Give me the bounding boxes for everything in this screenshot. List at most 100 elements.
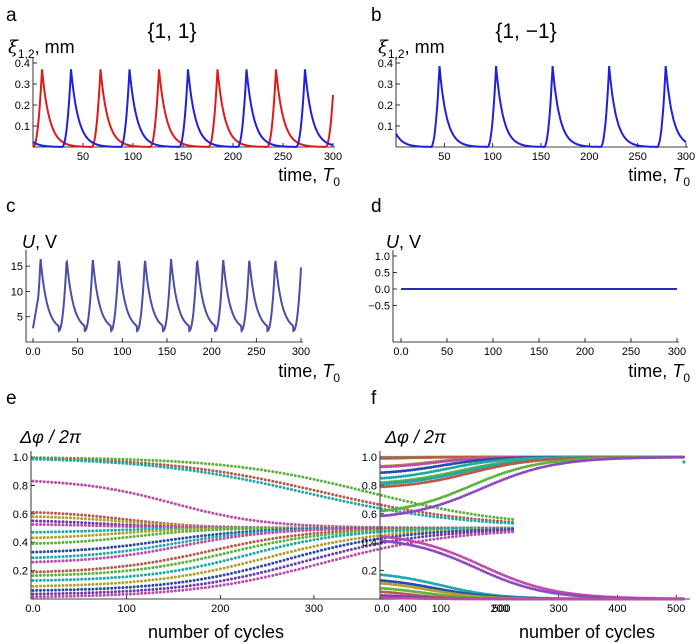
panel-e-point — [128, 592, 132, 596]
panel-d-ytick-label: 0.5 — [375, 268, 390, 280]
panel-e-point — [245, 574, 248, 578]
panel-e-point — [473, 533, 477, 536]
panel-f-xtick-label: 400 — [608, 603, 626, 615]
panel-e-point — [113, 516, 117, 520]
panel-e-point — [42, 592, 46, 596]
panel-e-point — [80, 587, 84, 591]
panel-e-point — [203, 534, 207, 537]
panel-e-point — [117, 517, 121, 521]
panel-f-point — [561, 592, 565, 596]
panel-b-ylabel-unit: , mm — [405, 37, 445, 57]
panel-e-point — [31, 530, 35, 534]
panel-a-ylabel-unit: , mm — [35, 37, 75, 57]
panel-e-point — [113, 581, 117, 585]
panel-f-point — [408, 504, 412, 508]
panel-f-point — [441, 463, 445, 467]
panel-e-point — [95, 533, 99, 537]
panel-e-point — [72, 516, 76, 520]
panel-e-point — [72, 548, 76, 552]
panel-e-point — [200, 551, 204, 555]
panel-e-point — [65, 573, 69, 577]
panel-e-point — [46, 480, 50, 484]
panel-e-point — [248, 541, 252, 544]
panel-e-point — [200, 577, 204, 581]
panel-e-point — [166, 459, 170, 463]
panel-e-point — [95, 591, 99, 595]
panel-e-point — [158, 532, 162, 536]
panel-e-point — [308, 558, 312, 562]
panel-e-point — [173, 589, 177, 593]
panel-e-point — [39, 536, 42, 540]
panel-e-point — [35, 560, 39, 564]
panel-f-point — [444, 455, 448, 459]
panel-e-point — [76, 529, 80, 533]
panel-f-point — [479, 466, 483, 470]
panel-f-point — [559, 462, 563, 466]
panel-e-point — [260, 477, 263, 481]
panel-a-xlabel: time, T0 — [278, 165, 340, 189]
panel-e-point — [267, 542, 271, 545]
panel-e-point — [263, 478, 267, 482]
panel-f-point — [397, 575, 400, 579]
panel-f-point — [514, 473, 518, 477]
panel-f-point — [404, 542, 407, 546]
panel-f-point — [472, 470, 476, 474]
panel-f-point — [385, 535, 389, 539]
panel-e-point — [267, 569, 271, 573]
panel-f-point — [437, 546, 440, 550]
panel-f-point — [467, 460, 471, 463]
panel-e-point — [230, 464, 233, 468]
panel-e-point — [230, 527, 233, 531]
panel-e-point — [87, 587, 91, 591]
panel-e-point — [87, 591, 91, 595]
panel-f-point — [670, 455, 673, 459]
panel-f-point — [495, 473, 499, 477]
panel-e-point — [91, 567, 95, 571]
panel-e-point — [132, 580, 136, 584]
panel-e-point — [91, 553, 95, 557]
panel-e-point — [293, 541, 297, 545]
panel-f-point — [392, 470, 396, 474]
panel-e-point — [102, 556, 106, 560]
panel-f-point — [493, 465, 497, 469]
panel-e-point — [54, 523, 57, 527]
panel-e-point — [72, 578, 76, 582]
panel-e-point — [188, 542, 192, 546]
panel-f-point — [437, 464, 440, 468]
panel-f-point — [404, 474, 407, 478]
panel-f-point — [451, 459, 455, 462]
panel-e-point — [241, 527, 245, 531]
panel-e-point — [162, 463, 166, 467]
panel-f-point — [557, 462, 560, 466]
panel-e-point — [443, 514, 447, 518]
panel-f-point — [481, 486, 485, 490]
panel-e-point — [338, 499, 342, 502]
panel-f-point — [495, 465, 499, 469]
panel-f-point — [437, 475, 440, 479]
panel-e-point — [147, 584, 151, 588]
panel-e-point — [263, 538, 267, 542]
panel-e-point — [121, 461, 125, 465]
panel-f-point — [420, 502, 424, 506]
panel-e-point — [290, 569, 293, 573]
panel-e-point — [170, 586, 174, 590]
panel-f-point — [425, 500, 429, 504]
panel-e-point — [327, 496, 331, 500]
panel-f-point — [432, 549, 436, 553]
panel-f-point — [622, 456, 626, 460]
panel-f-point — [411, 504, 415, 508]
panel-f-point — [439, 475, 443, 479]
panel-e-point — [42, 541, 46, 545]
panel-e-point — [222, 552, 226, 556]
panel-f-point — [437, 460, 440, 464]
panel-e-point — [69, 591, 72, 595]
panel-e-point — [207, 533, 211, 537]
panel-f-point — [444, 588, 448, 592]
panel-e-point — [136, 568, 140, 571]
panel-e-point — [218, 473, 222, 477]
panel-f-point — [486, 465, 490, 468]
panel-e-point — [406, 533, 410, 537]
panel-e-point — [46, 550, 50, 554]
panel-e-point — [308, 539, 312, 542]
panel-f-point — [415, 503, 419, 507]
